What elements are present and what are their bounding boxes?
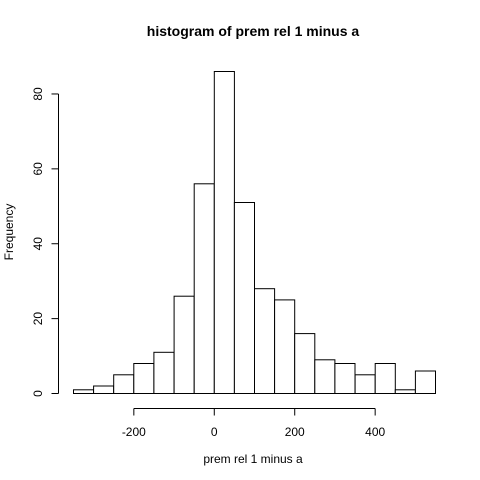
y-axis: 0 20 40 60 80 [31, 87, 59, 397]
x-axis-label: prem rel 1 minus a [203, 452, 303, 466]
y-tick-label: 60 [31, 162, 45, 176]
bars-group [73, 71, 436, 395]
histogram-bar [274, 299, 296, 394]
y-tick-label: 40 [31, 237, 45, 251]
histogram-bar [334, 363, 356, 394]
x-tick-label: 0 [211, 425, 218, 439]
y-axis-label: Frequency [2, 204, 16, 261]
histogram-bar [414, 370, 436, 394]
histogram-bar [374, 363, 396, 394]
histogram-bar [354, 374, 376, 394]
histogram-bar [314, 359, 336, 394]
x-tick-label: 200 [285, 425, 305, 439]
histogram-bar [233, 202, 255, 394]
histogram-bar [173, 295, 195, 395]
y-tick-label: 80 [31, 87, 45, 101]
histogram-bar [73, 389, 95, 394]
x-axis: -200 0 200 400 [122, 408, 385, 439]
y-tick-label: 20 [31, 312, 45, 326]
x-tick-label: -200 [122, 425, 146, 439]
histogram-bar [93, 385, 115, 394]
histogram-bar [213, 71, 235, 394]
chart-title: histogram of prem rel 1 minus a [147, 23, 360, 39]
histogram-bar [153, 351, 175, 394]
x-tick-label: 400 [365, 425, 385, 439]
histogram-bar [193, 183, 215, 394]
histogram-bar [294, 333, 316, 395]
histogram-bar [394, 389, 416, 394]
histogram-bar [113, 374, 135, 394]
histogram-bar [133, 363, 155, 394]
histogram-bar [254, 288, 276, 395]
y-tick-label: 0 [31, 390, 45, 397]
